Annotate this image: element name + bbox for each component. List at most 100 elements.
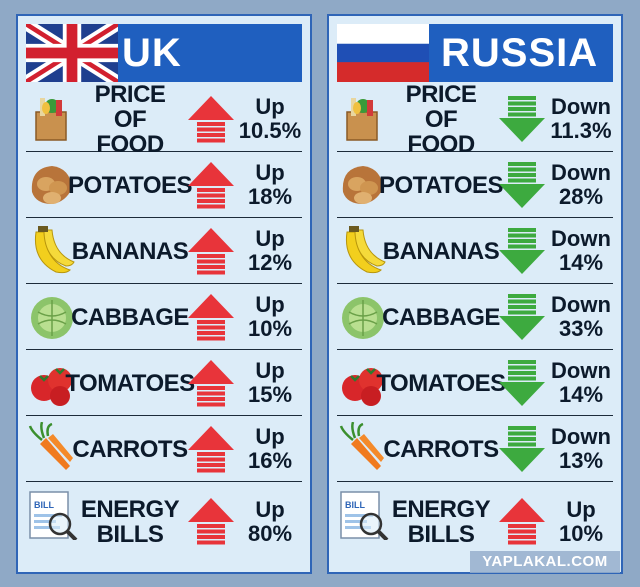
change-value: 14% bbox=[558, 250, 604, 275]
item-label: BANANAS bbox=[382, 237, 500, 265]
item-label: POTATOES bbox=[379, 171, 504, 199]
change-direction: Up bbox=[255, 160, 285, 185]
change-value: 10% bbox=[247, 316, 293, 341]
uk-row: POTATOES Up 18% bbox=[26, 152, 302, 218]
change-direction: Up bbox=[255, 358, 285, 383]
cabbage-icon bbox=[31, 297, 73, 339]
russia-row: POTATOES Down 28% bbox=[337, 152, 613, 218]
russia-rows: PRICE OF FOOD Down 11.3% POTATOES Down 28% BAN… bbox=[337, 80, 613, 562]
uk-row: CARROTS Up 16% bbox=[26, 416, 302, 482]
down-arrow-icon bbox=[499, 228, 545, 274]
up-arrow-icon bbox=[188, 162, 234, 209]
up-arrow-icon bbox=[188, 228, 234, 275]
russia-row: CARROTS Down 13% bbox=[337, 416, 613, 482]
change-direction: Down bbox=[551, 424, 611, 449]
carrots-icon bbox=[28, 422, 73, 470]
russia-title: RUSSIA bbox=[441, 31, 599, 75]
price-change: Down 14% bbox=[549, 350, 613, 416]
item-label: ENERGY BILLS bbox=[80, 496, 180, 548]
down-arrow-icon bbox=[499, 162, 545, 208]
price-change: Down 11.3% bbox=[549, 86, 613, 152]
item-label: CARROTS bbox=[383, 435, 499, 463]
price-change: Up 10.5% bbox=[238, 86, 302, 152]
change-value: 33% bbox=[558, 316, 604, 341]
item-label: POTATOES bbox=[68, 171, 193, 199]
bill-text: BILL bbox=[34, 500, 54, 510]
change-direction: Up bbox=[255, 424, 285, 449]
price-change: Up 18% bbox=[238, 152, 302, 218]
change-direction: Down bbox=[551, 226, 611, 251]
item-label: TOMATOES bbox=[376, 369, 506, 397]
russia-row: PRICE OF FOOD Down 11.3% bbox=[337, 80, 613, 158]
change-direction: Up bbox=[255, 497, 285, 522]
item-label: PRICE OF FOOD bbox=[94, 80, 166, 158]
tomatoes-icon bbox=[31, 368, 72, 406]
up-arrow-icon bbox=[188, 96, 234, 143]
uk-row: BILL ENERGY BILLS Up 80% bbox=[26, 482, 302, 562]
change-direction: Down bbox=[551, 160, 611, 185]
item-label: BANANAS bbox=[71, 237, 189, 265]
price-change: Down 14% bbox=[549, 218, 613, 284]
down-arrow-icon bbox=[499, 96, 545, 142]
uk-header: UK bbox=[26, 24, 302, 82]
price-change: Up 12% bbox=[238, 218, 302, 284]
price-change: Up 10% bbox=[549, 482, 613, 562]
bill-magnifier-icon: BILL bbox=[340, 491, 389, 540]
down-arrow-icon bbox=[499, 360, 545, 406]
item-label: CABBAGE bbox=[382, 303, 500, 331]
carrots-icon bbox=[339, 422, 384, 470]
change-value: 15% bbox=[247, 382, 293, 407]
down-arrow-icon bbox=[499, 426, 545, 472]
price-change: Down 33% bbox=[549, 284, 613, 350]
russia-row: BANANAS Down 14% bbox=[337, 218, 613, 284]
change-value: 80% bbox=[247, 521, 293, 546]
change-value: 14% bbox=[558, 382, 604, 407]
uk-rows: PRICE OF FOOD Up 10.5% POTATOES Up 18% BANANAS… bbox=[26, 80, 302, 562]
russia-row: BILL ENERGY BILLS Up 10% bbox=[337, 482, 613, 562]
russia-panel: RUSSIA PRICE OF FOOD Down 11.3% POTATOES Dow… bbox=[327, 14, 623, 574]
bill-text: BILL bbox=[345, 500, 365, 510]
price-change: Up 16% bbox=[238, 416, 302, 482]
item-label: ENERGY BILLS bbox=[391, 496, 491, 548]
tomatoes-icon bbox=[342, 368, 383, 406]
uk-row: CABBAGE Up 10% bbox=[26, 284, 302, 350]
grocery-bag-icon bbox=[35, 98, 67, 141]
up-arrow-icon bbox=[188, 294, 234, 341]
uk-row: PRICE OF FOOD Up 10.5% bbox=[26, 80, 302, 158]
up-arrow-icon bbox=[188, 498, 234, 545]
change-value: 18% bbox=[247, 184, 293, 209]
item-label: PRICE OF FOOD bbox=[405, 80, 477, 158]
change-direction: Down bbox=[551, 358, 611, 383]
uk-panel: UK PRICE OF FOOD Up 10.5% POTATOES Up 18% BANA… bbox=[16, 14, 312, 574]
russia-row: CABBAGE Down 33% bbox=[337, 284, 613, 350]
potatoes-icon bbox=[31, 166, 72, 204]
change-value: 10.5% bbox=[238, 118, 302, 143]
change-value: 10% bbox=[558, 521, 604, 546]
uk-flag-icon bbox=[26, 24, 118, 82]
down-arrow-icon bbox=[499, 294, 545, 340]
change-value: 11.3% bbox=[550, 118, 612, 143]
watermark: YAPLAKAL.COM bbox=[470, 551, 620, 573]
cabbage-icon bbox=[342, 297, 384, 339]
uk-row: TOMATOES Up 15% bbox=[26, 350, 302, 416]
bananas-icon bbox=[345, 226, 386, 274]
change-direction: Up bbox=[255, 94, 285, 119]
item-label: CABBAGE bbox=[71, 303, 189, 331]
change-value: 12% bbox=[247, 250, 293, 275]
item-label: TOMATOES bbox=[65, 369, 195, 397]
uk-title: UK bbox=[122, 31, 182, 75]
change-direction: Up bbox=[255, 292, 285, 317]
up-arrow-icon bbox=[188, 426, 234, 473]
price-change: Up 15% bbox=[238, 350, 302, 416]
potatoes-icon bbox=[342, 166, 383, 204]
change-value: 28% bbox=[558, 184, 604, 209]
item-label: CARROTS bbox=[72, 435, 188, 463]
change-value: 16% bbox=[247, 448, 293, 473]
russia-row: TOMATOES Down 14% bbox=[337, 350, 613, 416]
price-change: Down 28% bbox=[549, 152, 613, 218]
change-direction: Up bbox=[255, 226, 285, 251]
up-arrow-icon bbox=[499, 498, 545, 545]
change-value: 13% bbox=[558, 448, 604, 473]
change-direction: Down bbox=[551, 292, 611, 317]
up-arrow-icon bbox=[188, 360, 234, 407]
